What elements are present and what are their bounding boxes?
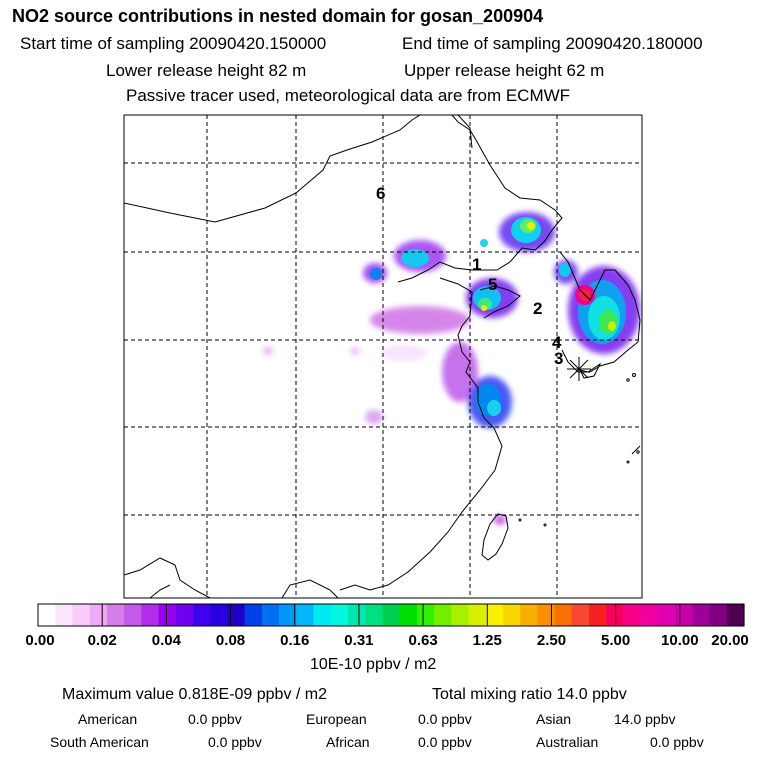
region-african-value: 0.0 ppbv [418,734,472,750]
map-label-6: 6 [376,184,385,203]
region-european-label: European [306,711,367,727]
scale-swatch [313,604,332,626]
map-label-2: 2 [533,299,542,318]
scale-swatch [416,604,435,626]
scale-tick-label: 5.00 [601,632,631,649]
scale-tick-label: 0.08 [215,632,246,649]
region-australian-value: 0.0 ppbv [650,734,704,750]
scale-swatch [571,604,590,626]
scale-swatch [365,604,383,626]
region-american-label: American [78,711,138,727]
scale-swatch [675,604,693,626]
receptor-marker-icon [567,357,591,381]
scale-swatch [451,604,470,626]
color-scale-bar [37,603,745,627]
scale-swatch [502,604,521,626]
start-time-label: Start time of sampling 20090420.150000 [20,34,327,53]
scale-swatch [468,604,487,626]
scale-swatch [382,604,401,626]
scale-swatch [141,604,160,626]
scale-swatch [279,604,297,626]
scale-swatch [89,604,108,626]
upper-height-label: Upper release height 62 m [404,61,605,80]
scale-tick-label: 0.00 [25,632,55,649]
scale-tick-label: 0.16 [280,632,310,649]
scale-tick-label: 0.04 [151,632,181,649]
region-asian-label: Asian [536,711,572,727]
scale-swatch [158,604,177,626]
scale-swatch [72,604,91,626]
data-note: Passive tracer used, meteorological data… [126,86,571,105]
scale-swatch [55,604,74,626]
map-frame [123,114,643,599]
lat-lon-grid [124,115,642,598]
scale-swatch [296,604,315,626]
page-title: NO2 source contributions in nested domai… [12,6,544,26]
scale-tick-label: 1.25 [472,632,502,649]
region-south-american-label: South American [50,734,149,750]
scale-units-label: 10E-10 ppbv / m2 [310,656,437,673]
scale-swatch [692,604,711,626]
scale-swatch [210,604,229,626]
scale-swatch [244,604,263,626]
scale-swatch [106,604,125,626]
scale-swatch [709,604,728,626]
scale-swatch [485,604,504,626]
scale-tick-label: 0.02 [87,632,117,649]
scale-swatch [261,604,280,626]
scale-swatch [227,604,246,626]
region-african-label: African [326,734,370,750]
scale-swatch [520,604,538,626]
scale-swatch [434,604,452,626]
region-american-value: 0.0 ppbv [188,711,242,727]
scale-swatch [726,604,745,626]
scale-swatch [38,604,56,626]
region-australian-label: Australian [536,734,599,750]
scale-swatch [589,604,607,626]
scale-swatch [175,604,194,626]
map-label-1: 1 [472,255,481,274]
lower-height-label: Lower release height 82 m [106,61,307,80]
scale-swatch [399,604,418,626]
scale-swatch [554,604,573,626]
scale-tick-label: 0.31 [344,632,374,649]
map-label-4: 4 [552,333,562,352]
scale-swatch [623,604,642,626]
region-european-value: 0.0 ppbv [418,711,472,727]
end-time-label: End time of sampling 20090420.180000 [402,34,703,53]
scale-swatch [640,604,659,626]
coastlines [124,115,641,598]
max-value-label: Maximum value 0.818E-09 ppbv / m2 [62,686,328,703]
scale-swatch [124,604,142,626]
scale-swatch [330,604,349,626]
scale-tick-label: 2.50 [536,632,567,649]
scale-tick-label: 0.63 [408,632,438,649]
region-south-american-value: 0.0 ppbv [208,734,262,750]
scale-swatch [347,604,366,626]
scale-swatch [537,604,556,626]
map-label-3: 3 [554,349,563,368]
total-mixing-label: Total mixing ratio 14.0 ppbv [432,686,627,703]
scale-swatch [192,604,211,626]
scale-swatch [657,604,676,626]
scale-tick-label: 20.00 [711,632,749,649]
map-panel: 6 1 5 2 4 3 [123,114,643,599]
region-asian-value: 14.0 ppbv [614,711,676,727]
scale-tick-label: 10.00 [661,632,699,649]
map-label-5: 5 [488,275,497,294]
